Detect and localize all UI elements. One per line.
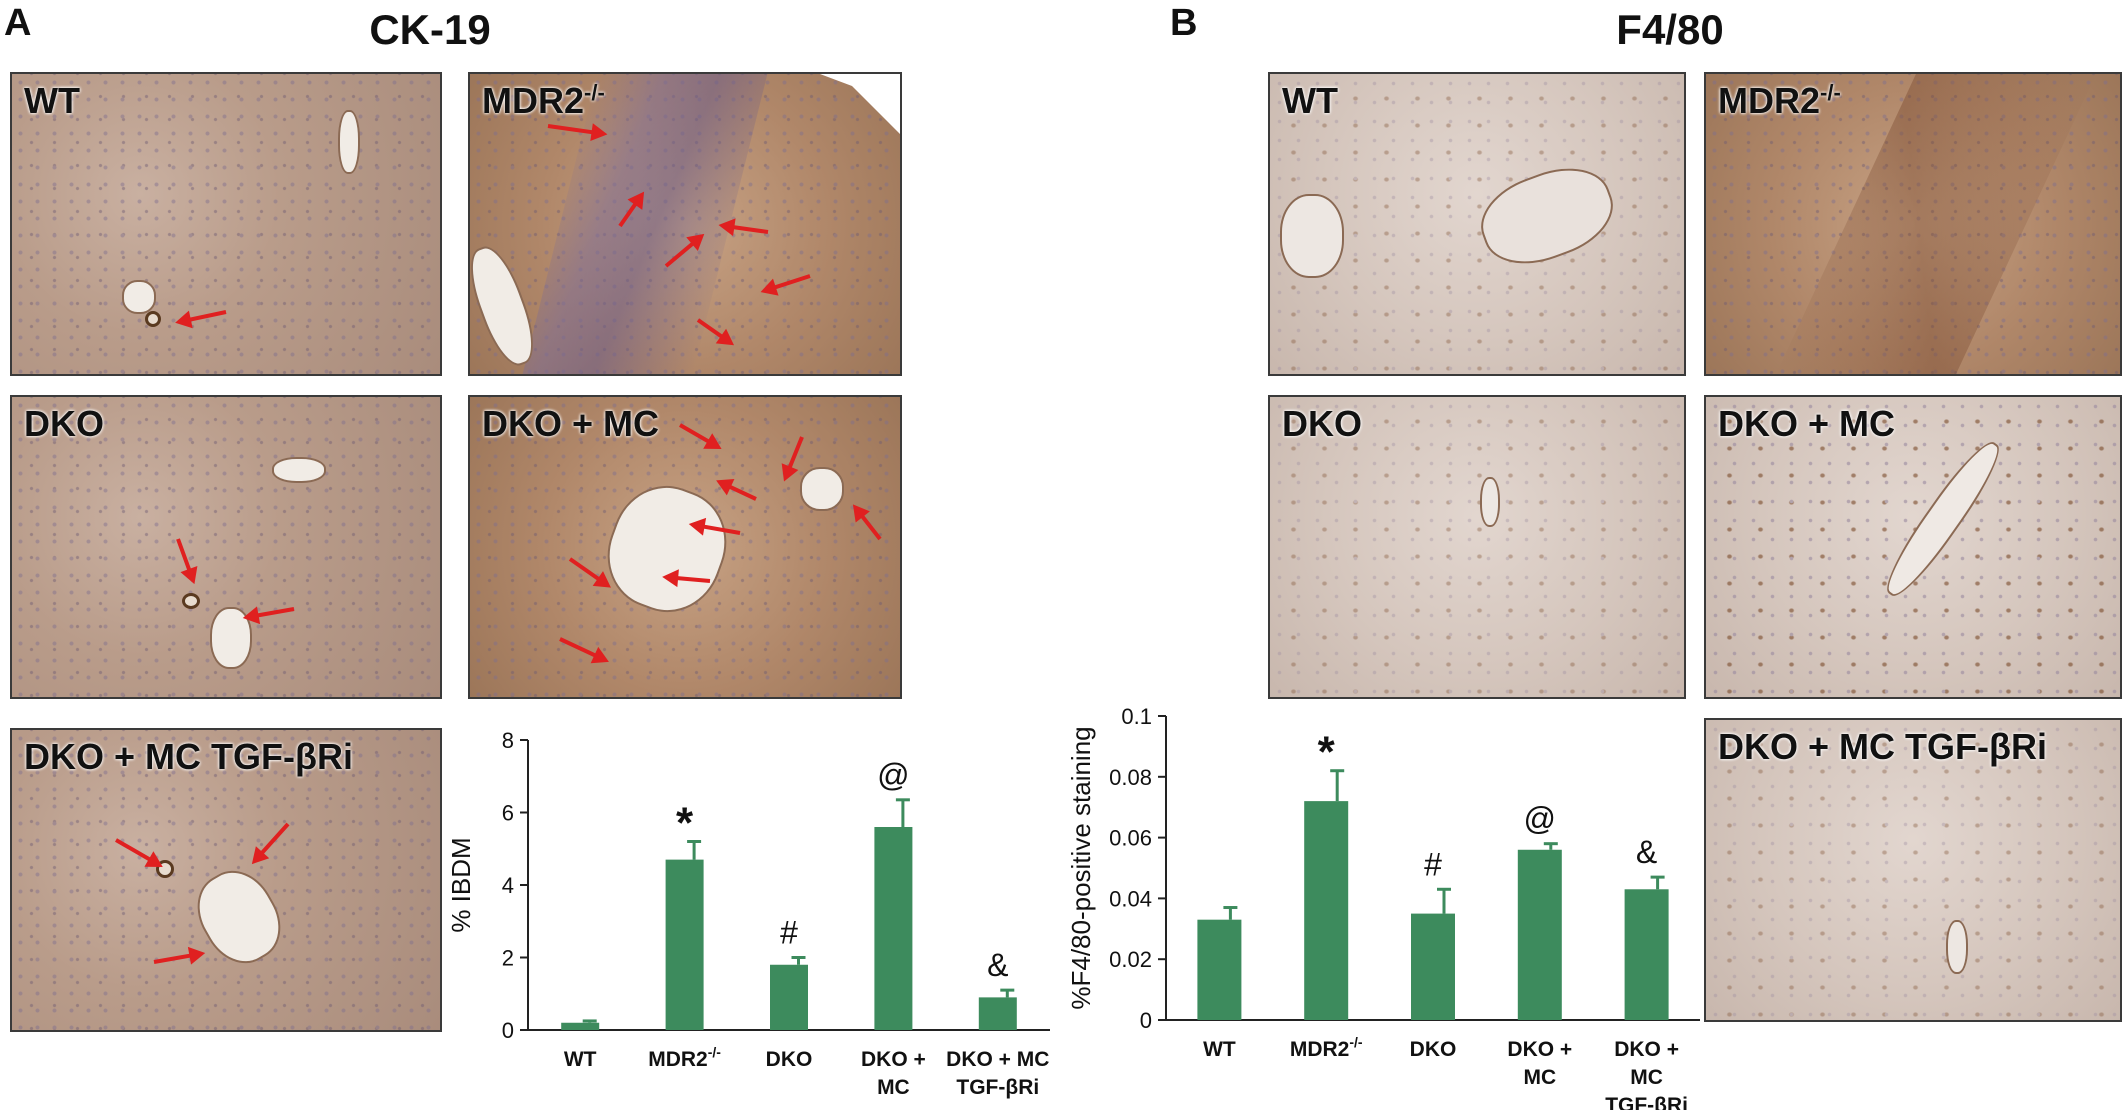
micrograph-label: DKO — [24, 403, 104, 444]
panel-a-letter: A — [4, 2, 32, 44]
micrograph-b-dko: DKO — [1268, 395, 1686, 699]
x-tick-label: MC — [1630, 1066, 1663, 1089]
micrograph-b-wt: WT — [1268, 72, 1686, 376]
bar — [1624, 889, 1669, 1020]
x-tick-label: MC — [877, 1076, 910, 1099]
micrograph-label: MDR2-/- — [482, 80, 605, 121]
x-tick-label: WT — [1203, 1038, 1236, 1061]
panel-b-letter: B — [1170, 2, 1198, 44]
bar — [561, 1022, 600, 1030]
micrograph-b-dko-mc: DKO + MC — [1704, 395, 2122, 699]
x-tick-label: DKO — [766, 1048, 813, 1071]
y-tick-label: 0 — [502, 1018, 514, 1043]
ibdm-bar-chart: 0 2 4 6 8 % IBDM WT * MDR2-/- # DKO @ DKO + MC & DKO + … — [446, 728, 1050, 1099]
significance-marker: & — [987, 947, 1008, 983]
significance-marker: @ — [1524, 801, 1556, 837]
y-tick-label: 0.04 — [1109, 886, 1152, 911]
y-tick-label: 0.08 — [1109, 765, 1152, 790]
panel-a-title: CK-19 — [369, 6, 491, 53]
micrograph-label: DKO — [1282, 403, 1362, 444]
bar — [874, 827, 913, 1030]
x-tick-label: WT — [564, 1048, 597, 1071]
micrograph-a-dko: DKO — [10, 395, 442, 699]
y-tick-label: 6 — [502, 801, 514, 826]
micrograph-a-dko-mc-tgf: DKO + MC TGF-βRi — [10, 728, 442, 1032]
y-tick-label: 0 — [1140, 1008, 1152, 1033]
micrograph-b-mdr2: MDR2-/- — [1704, 72, 2122, 376]
micrograph-label: WT — [1282, 80, 1338, 121]
bar — [665, 859, 704, 1030]
x-tick-label: MDR2-/- — [1290, 1034, 1363, 1061]
micrograph-label: DKO + MC TGF-βRi — [1718, 726, 2047, 767]
bar — [1304, 801, 1349, 1020]
micrograph-label: WT — [24, 80, 80, 121]
x-tick-label: DKO + — [1507, 1038, 1572, 1061]
significance-marker: & — [1636, 834, 1657, 870]
x-tick-label: TGF-βRi — [1605, 1094, 1688, 1110]
significance-marker: * — [676, 799, 694, 848]
y-axis-title: % IBDM — [446, 837, 476, 932]
significance-marker: @ — [877, 757, 909, 793]
significance-marker: # — [1424, 846, 1442, 882]
x-tick-label: MDR2-/- — [648, 1044, 721, 1071]
micrograph-label: DKO + MC TGF-βRi — [24, 736, 353, 777]
y-tick-label: 0.06 — [1109, 826, 1152, 851]
micrograph-a-mdr2: MDR2-/- — [468, 72, 902, 376]
y-tick-label: 4 — [502, 873, 514, 898]
x-tick-label: MC — [1523, 1066, 1556, 1089]
micrograph-b-dko-mc-tgf: DKO + MC TGF-βRi — [1704, 718, 2122, 1022]
bar — [1411, 913, 1455, 1020]
bar — [1517, 849, 1562, 1020]
panel-b-title: F4/80 — [1616, 6, 1724, 53]
bar — [978, 997, 1017, 1030]
y-tick-label: 2 — [502, 946, 514, 971]
bar — [1197, 919, 1242, 1020]
significance-marker: # — [780, 915, 798, 951]
micrograph-label: DKO + MC — [1718, 403, 1896, 444]
x-tick-label: TGF-βRi — [956, 1076, 1039, 1099]
x-tick-label: DKO — [1410, 1038, 1457, 1061]
significance-marker: * — [1318, 728, 1336, 777]
x-tick-label: DKO + — [1614, 1038, 1679, 1061]
y-axis-title: %F4/80-positive staining — [1066, 726, 1096, 1009]
x-tick-label: DKO + MC — [946, 1048, 1049, 1071]
y-tick-label: 0.02 — [1109, 947, 1152, 972]
micrograph-a-dko-mc: DKO + MC — [468, 395, 902, 699]
y-tick-label: 8 — [502, 728, 514, 753]
f480-bar-chart: 0 0.02 0.04 0.06 0.08 0.1 %F4/80-positive stai… — [1066, 704, 1700, 1110]
micrograph-label: DKO + MC — [482, 403, 660, 444]
micrograph-label: MDR2-/- — [1718, 80, 1841, 121]
bar — [770, 964, 808, 1030]
y-tick-label: 0.1 — [1121, 704, 1152, 729]
x-tick-label: DKO + — [861, 1048, 926, 1071]
micrograph-a-wt: WT — [10, 72, 442, 376]
